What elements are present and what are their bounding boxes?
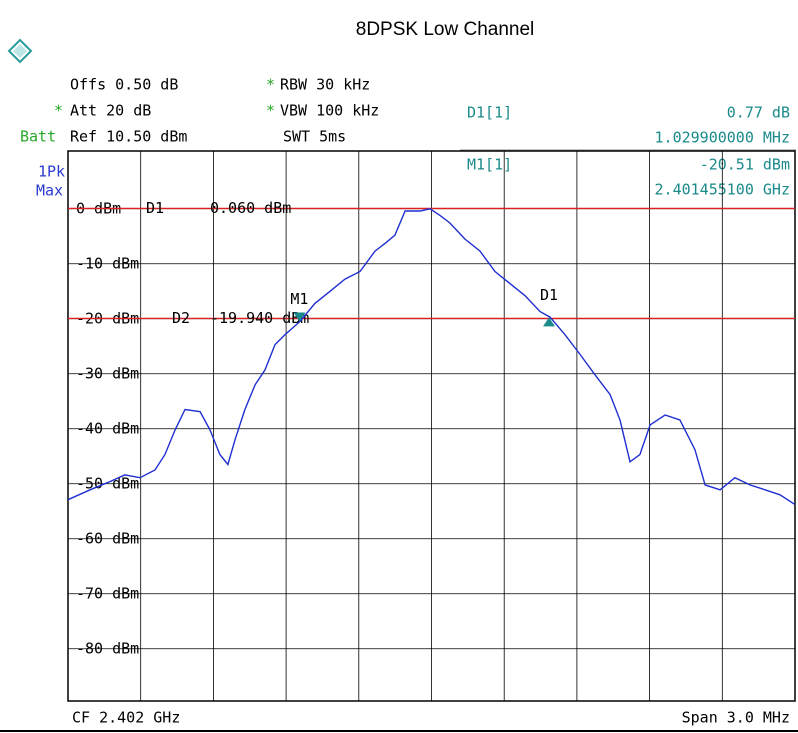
marker-level: 0.77 dB [727,104,790,122]
battery: Batt [20,128,56,146]
sweep-time: SWT 5ms [283,128,346,146]
marker-label: D1 [540,286,558,304]
y-tick-label: -30 dBm [76,364,139,382]
y-tick-label: -80 dBm [76,639,139,657]
display-line-value: -19.940 dBm [210,309,309,327]
marker [543,317,556,327]
rbw: RBW 30 kHz [280,76,370,94]
title: 8DPSK Low Channel [356,19,535,40]
y-tick-label: -60 dBm [76,529,139,547]
display-line-name: D1 [146,199,164,217]
marker-name: M1[1] [467,156,512,174]
marker-level: -20.51 dBm [700,156,790,174]
detector: 1Pk [38,163,65,181]
display-line-value: 0.060 dBm [210,199,291,217]
reference: Ref 10.50 dBm [70,128,187,146]
star: * [54,102,63,120]
plot: 0 dBm-10 dBm-20 dBm-30 dBm-40 dBm-50 dBm… [67,150,796,702]
y-tick-label: -70 dBm [76,584,139,602]
marker-label: M1 [290,290,308,308]
star: * [266,76,275,94]
display-line-name: D2 [172,309,190,327]
trace [67,208,796,506]
y-tick-label: -10 dBm [76,254,139,272]
offset: Offs 0.50 dB [70,76,178,94]
attenuation: Att 20 dB [70,102,151,120]
trace-mode: Max [36,182,63,200]
center-frequency: CF 2.402 GHz [72,709,180,727]
vbw: VBW 100 kHz [280,102,379,120]
marker [293,312,306,322]
star: * [266,102,275,120]
span: Span 3.0 MHz [682,709,790,727]
y-tick-label: -40 dBm [76,419,139,437]
marker-name: D1[1] [467,104,512,122]
marker-freq: 1.029900000 MHz [655,129,790,147]
logo [7,38,33,64]
